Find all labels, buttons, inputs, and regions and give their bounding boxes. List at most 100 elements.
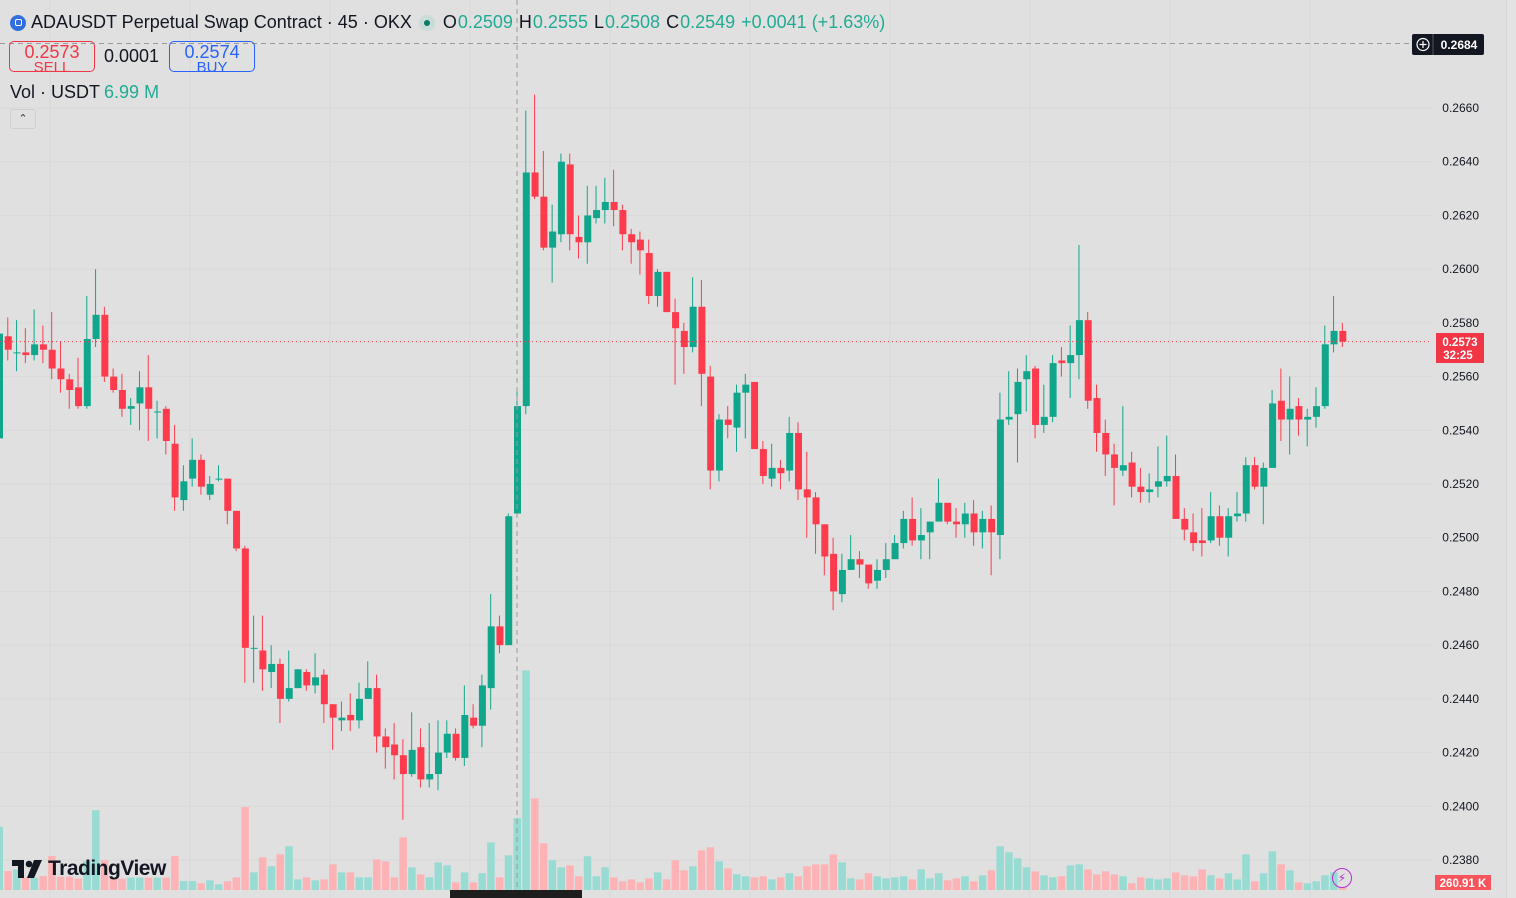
candle[interactable] xyxy=(1040,384,1048,433)
candle[interactable] xyxy=(1014,368,1022,463)
candle[interactable] xyxy=(1102,419,1110,476)
candle[interactable] xyxy=(1269,389,1277,468)
candle[interactable] xyxy=(22,328,30,364)
candle[interactable] xyxy=(294,669,302,689)
candle[interactable] xyxy=(452,728,460,761)
candle[interactable] xyxy=(1049,355,1057,423)
candle[interactable] xyxy=(733,384,741,452)
candle[interactable] xyxy=(601,177,609,224)
candle[interactable] xyxy=(1111,443,1119,506)
candle[interactable] xyxy=(970,500,978,546)
candle[interactable] xyxy=(443,720,451,758)
candle[interactable] xyxy=(154,400,162,439)
candle[interactable] xyxy=(1286,376,1294,455)
candle[interactable] xyxy=(909,497,917,546)
candle[interactable] xyxy=(136,371,144,431)
candle[interactable] xyxy=(189,438,197,487)
candle[interactable] xyxy=(127,398,135,425)
candle[interactable] xyxy=(4,317,12,361)
candle[interactable] xyxy=(347,693,355,732)
candle[interactable] xyxy=(786,416,794,482)
candle[interactable] xyxy=(48,312,56,380)
candle[interactable] xyxy=(672,298,680,385)
candle[interactable] xyxy=(233,510,241,552)
candle[interactable] xyxy=(838,553,846,603)
lightning-icon[interactable]: ⚡︎ xyxy=(1332,868,1352,888)
candle[interactable] xyxy=(566,153,574,251)
candle[interactable] xyxy=(0,323,3,444)
candle[interactable] xyxy=(777,459,785,490)
candle[interactable] xyxy=(847,535,855,570)
candle[interactable] xyxy=(478,674,486,748)
candle[interactable] xyxy=(1242,457,1250,522)
candle[interactable] xyxy=(312,653,320,694)
candle[interactable] xyxy=(812,492,820,554)
candle[interactable] xyxy=(751,381,759,450)
candle[interactable] xyxy=(663,271,671,313)
candle[interactable] xyxy=(1067,325,1075,399)
candle[interactable] xyxy=(110,368,118,393)
candle[interactable] xyxy=(698,279,706,407)
candle[interactable] xyxy=(1260,462,1268,525)
candle[interactable] xyxy=(636,231,644,275)
candle[interactable] xyxy=(285,650,293,702)
candle[interactable] xyxy=(408,712,416,777)
candle[interactable] xyxy=(979,510,987,549)
candle[interactable] xyxy=(996,392,1004,560)
candle[interactable] xyxy=(92,269,100,348)
candle[interactable] xyxy=(707,365,715,490)
candle[interactable] xyxy=(1128,451,1136,498)
candle[interactable] xyxy=(1154,446,1162,498)
candle[interactable] xyxy=(803,451,811,538)
candle[interactable] xyxy=(1023,355,1031,412)
candle[interactable] xyxy=(496,615,504,654)
candle[interactable] xyxy=(856,551,864,578)
price-scale-strip[interactable] xyxy=(1506,0,1516,898)
candle[interactable] xyxy=(865,564,873,589)
candle[interactable] xyxy=(1321,325,1329,409)
candle[interactable] xyxy=(1005,371,1013,425)
candle[interactable] xyxy=(961,502,969,538)
interval[interactable]: 45 xyxy=(337,12,358,32)
candle[interactable] xyxy=(215,465,223,482)
candle[interactable] xyxy=(830,537,838,611)
candle[interactable] xyxy=(382,728,390,769)
candle[interactable] xyxy=(1313,387,1320,428)
candle[interactable] xyxy=(1146,473,1154,503)
candle[interactable] xyxy=(953,508,961,538)
sell-button[interactable]: 0.2573 SELL xyxy=(9,41,95,75)
tradingview-logo[interactable]: TradingView xyxy=(12,857,166,881)
candle[interactable] xyxy=(250,615,258,683)
candle[interactable] xyxy=(1225,508,1233,557)
candle[interactable] xyxy=(1172,454,1180,519)
candle[interactable] xyxy=(988,505,996,576)
candle[interactable] xyxy=(689,277,697,353)
candle[interactable] xyxy=(329,704,337,750)
candle[interactable] xyxy=(435,720,442,791)
candle[interactable] xyxy=(145,355,153,442)
candle[interactable] xyxy=(584,185,592,264)
candle[interactable] xyxy=(75,357,83,409)
candle[interactable] xyxy=(355,682,363,729)
candle[interactable] xyxy=(461,685,469,766)
candle[interactable] xyxy=(118,373,126,417)
candle[interactable] xyxy=(241,545,249,683)
candle[interactable] xyxy=(1330,295,1338,353)
candle[interactable] xyxy=(1233,492,1241,522)
candle[interactable] xyxy=(1032,365,1040,439)
candle[interactable] xyxy=(1207,492,1215,544)
candle[interactable] xyxy=(31,309,39,361)
market-status-icon[interactable] xyxy=(423,19,430,26)
candle[interactable] xyxy=(557,153,565,243)
candle[interactable] xyxy=(268,645,276,689)
candle[interactable] xyxy=(619,204,627,251)
candle[interactable] xyxy=(276,658,284,724)
candle[interactable] xyxy=(891,535,899,560)
candle[interactable] xyxy=(338,701,346,732)
candle[interactable] xyxy=(39,325,47,364)
candle[interactable] xyxy=(935,478,943,522)
candle[interactable] xyxy=(900,510,908,549)
candle[interactable] xyxy=(101,306,109,382)
candle[interactable] xyxy=(206,475,214,501)
